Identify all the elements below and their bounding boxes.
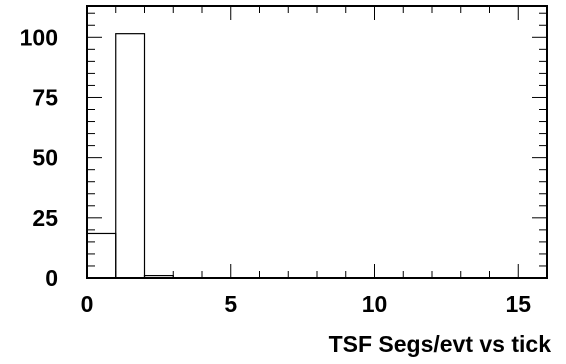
x-tick-label: 15	[505, 291, 531, 317]
plot-frame	[86, 5, 548, 279]
y-tick-label: 25	[32, 205, 58, 231]
x-axis-title: TSF Segs/evt vs tick	[329, 331, 552, 357]
histogram-bin	[86, 232, 117, 279]
histogram-bin	[115, 33, 146, 279]
histogram-bins	[86, 33, 174, 279]
x-tick-label: 10	[362, 291, 388, 317]
y-tick-label: 75	[32, 84, 58, 110]
axis-ticks	[86, 6, 548, 279]
y-tick-label: 0	[45, 265, 58, 291]
x-tick-label: 5	[224, 291, 237, 317]
x-tick-label: 0	[81, 291, 94, 317]
histogram-bin	[143, 274, 174, 279]
axis-tick-labels: 0 5 10 15 0 25 50 75 100	[20, 24, 532, 317]
y-tick-label: 50	[32, 145, 58, 171]
y-tick-label: 100	[20, 24, 58, 50]
